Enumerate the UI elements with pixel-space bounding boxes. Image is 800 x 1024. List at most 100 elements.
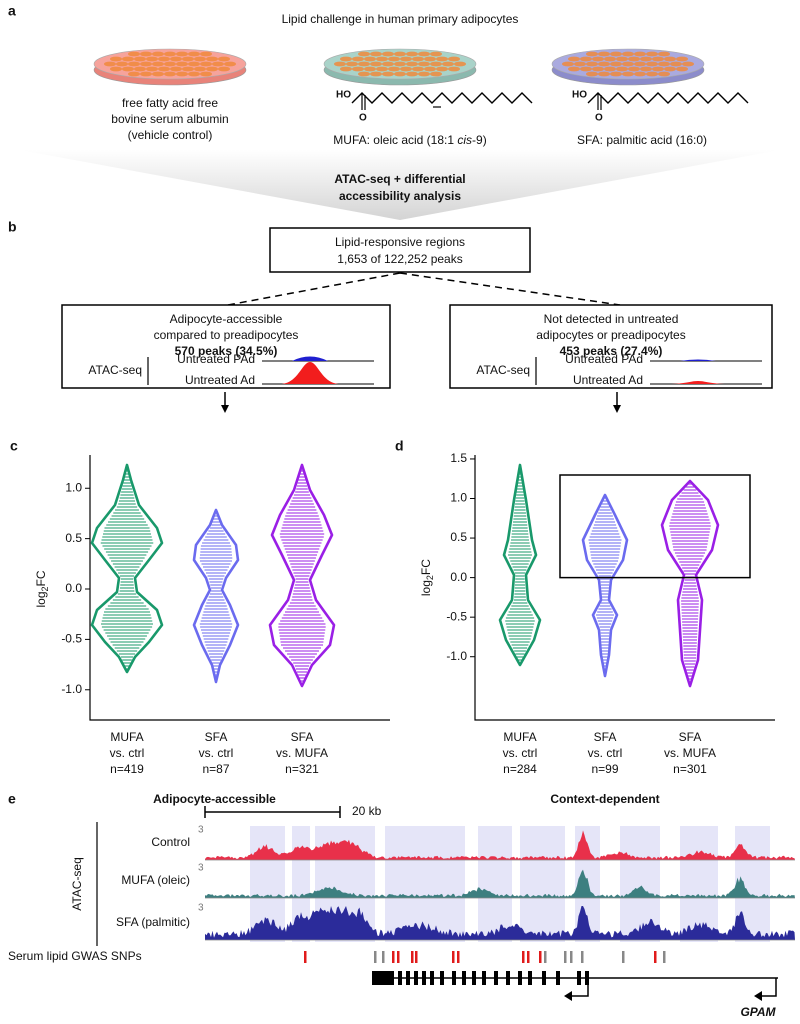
cell bbox=[640, 66, 652, 72]
cell bbox=[382, 51, 394, 57]
cell bbox=[146, 66, 158, 72]
cell bbox=[122, 56, 134, 62]
cell bbox=[206, 66, 218, 72]
track-label: Untreated Ad bbox=[573, 373, 643, 387]
cell bbox=[370, 71, 382, 77]
x-tick-label: vs. ctrl bbox=[199, 746, 234, 760]
cell bbox=[394, 71, 406, 77]
gene-exon bbox=[556, 971, 560, 985]
y-tick-label: -1.0 bbox=[61, 682, 82, 696]
cell bbox=[586, 71, 598, 77]
cell bbox=[676, 56, 688, 62]
cell bbox=[370, 51, 382, 57]
cell bbox=[140, 71, 152, 77]
cell bbox=[664, 66, 676, 72]
cell bbox=[164, 71, 176, 77]
y-tick-label: 1.0 bbox=[65, 480, 82, 494]
condition-label: MUFA: oleic acid (18:1 cis-9) bbox=[333, 133, 486, 147]
cell bbox=[382, 61, 394, 67]
violin bbox=[498, 463, 542, 667]
cell bbox=[454, 61, 466, 67]
box-text: Not detected in untreated bbox=[544, 312, 679, 326]
gene-exon bbox=[398, 971, 402, 985]
accessible-region bbox=[620, 826, 660, 942]
x-tick-label: SFA bbox=[679, 730, 702, 744]
cell bbox=[128, 61, 140, 67]
track-label: Untreated Ad bbox=[185, 373, 255, 387]
x-tick-label: MUFA bbox=[110, 730, 143, 744]
peak bbox=[668, 381, 728, 384]
snp bbox=[654, 951, 657, 963]
x-tick-label: n=301 bbox=[673, 762, 707, 776]
cell bbox=[622, 61, 634, 67]
cell bbox=[200, 51, 212, 57]
scale-bar bbox=[204, 806, 341, 818]
violin bbox=[268, 463, 336, 688]
cell bbox=[400, 56, 412, 62]
cell bbox=[610, 61, 622, 67]
panel-letter: b bbox=[8, 219, 17, 235]
axis bbox=[474, 455, 775, 721]
tss-arrow bbox=[570, 978, 589, 997]
cell bbox=[592, 66, 604, 72]
snp bbox=[397, 951, 400, 963]
cell bbox=[580, 66, 592, 72]
gene-label: GPAM bbox=[740, 1005, 776, 1019]
analysis-label: ATAC-seq + differential bbox=[334, 172, 465, 186]
y-tick-label: -0.5 bbox=[446, 609, 467, 623]
cell bbox=[152, 61, 164, 67]
y-tick-label: -1.0 bbox=[446, 649, 467, 663]
panel-letter: d bbox=[395, 438, 404, 454]
condition-label: (vehicle control) bbox=[128, 128, 213, 142]
condition-label: bovine serum albumin bbox=[111, 112, 228, 126]
x-tick-label: vs. ctrl bbox=[588, 746, 623, 760]
y-axis-label: log2FC bbox=[34, 570, 50, 607]
condition-label: free fatty acid free bbox=[122, 96, 218, 110]
box-text: adipocytes or preadipocytes bbox=[536, 328, 685, 342]
cell bbox=[430, 61, 442, 67]
cell bbox=[176, 51, 188, 57]
label-part: FC bbox=[419, 559, 433, 575]
track-label: Control bbox=[151, 835, 190, 849]
cell bbox=[664, 56, 676, 62]
gene-exon bbox=[440, 971, 444, 985]
cell bbox=[622, 71, 634, 77]
cell bbox=[346, 61, 358, 67]
cell bbox=[562, 61, 574, 67]
cell bbox=[218, 56, 230, 62]
snp bbox=[564, 951, 567, 963]
cell bbox=[430, 71, 442, 77]
track-label: SFA (palmitic) bbox=[116, 915, 190, 929]
cell bbox=[658, 51, 670, 57]
label-part: FC bbox=[34, 570, 48, 586]
gene-exon bbox=[472, 971, 476, 985]
cell bbox=[406, 51, 418, 57]
x-tick-label: SFA bbox=[291, 730, 314, 744]
x-tick-label: MUFA bbox=[503, 730, 536, 744]
snp bbox=[411, 951, 414, 963]
cell bbox=[418, 61, 430, 67]
track-label: Untreated PAd bbox=[177, 352, 255, 366]
snp-label: Serum lipid GWAS SNPs bbox=[8, 949, 142, 963]
cell bbox=[646, 61, 658, 67]
gene-exon bbox=[506, 971, 510, 985]
cell bbox=[676, 66, 688, 72]
cell bbox=[610, 51, 622, 57]
gene-exon bbox=[585, 971, 589, 985]
cell bbox=[634, 71, 646, 77]
cell bbox=[358, 71, 370, 77]
cell bbox=[140, 61, 152, 67]
cell bbox=[448, 66, 460, 72]
cell bbox=[128, 71, 140, 77]
snp bbox=[522, 951, 525, 963]
y-tick-label: 0.5 bbox=[65, 531, 82, 545]
cell bbox=[224, 61, 236, 67]
cell bbox=[418, 51, 430, 57]
cell bbox=[568, 66, 580, 72]
cell bbox=[140, 51, 152, 57]
x-tick-label: n=99 bbox=[591, 762, 618, 776]
y-axis-label: log2FC bbox=[419, 559, 435, 596]
cell bbox=[158, 66, 170, 72]
cell bbox=[164, 61, 176, 67]
